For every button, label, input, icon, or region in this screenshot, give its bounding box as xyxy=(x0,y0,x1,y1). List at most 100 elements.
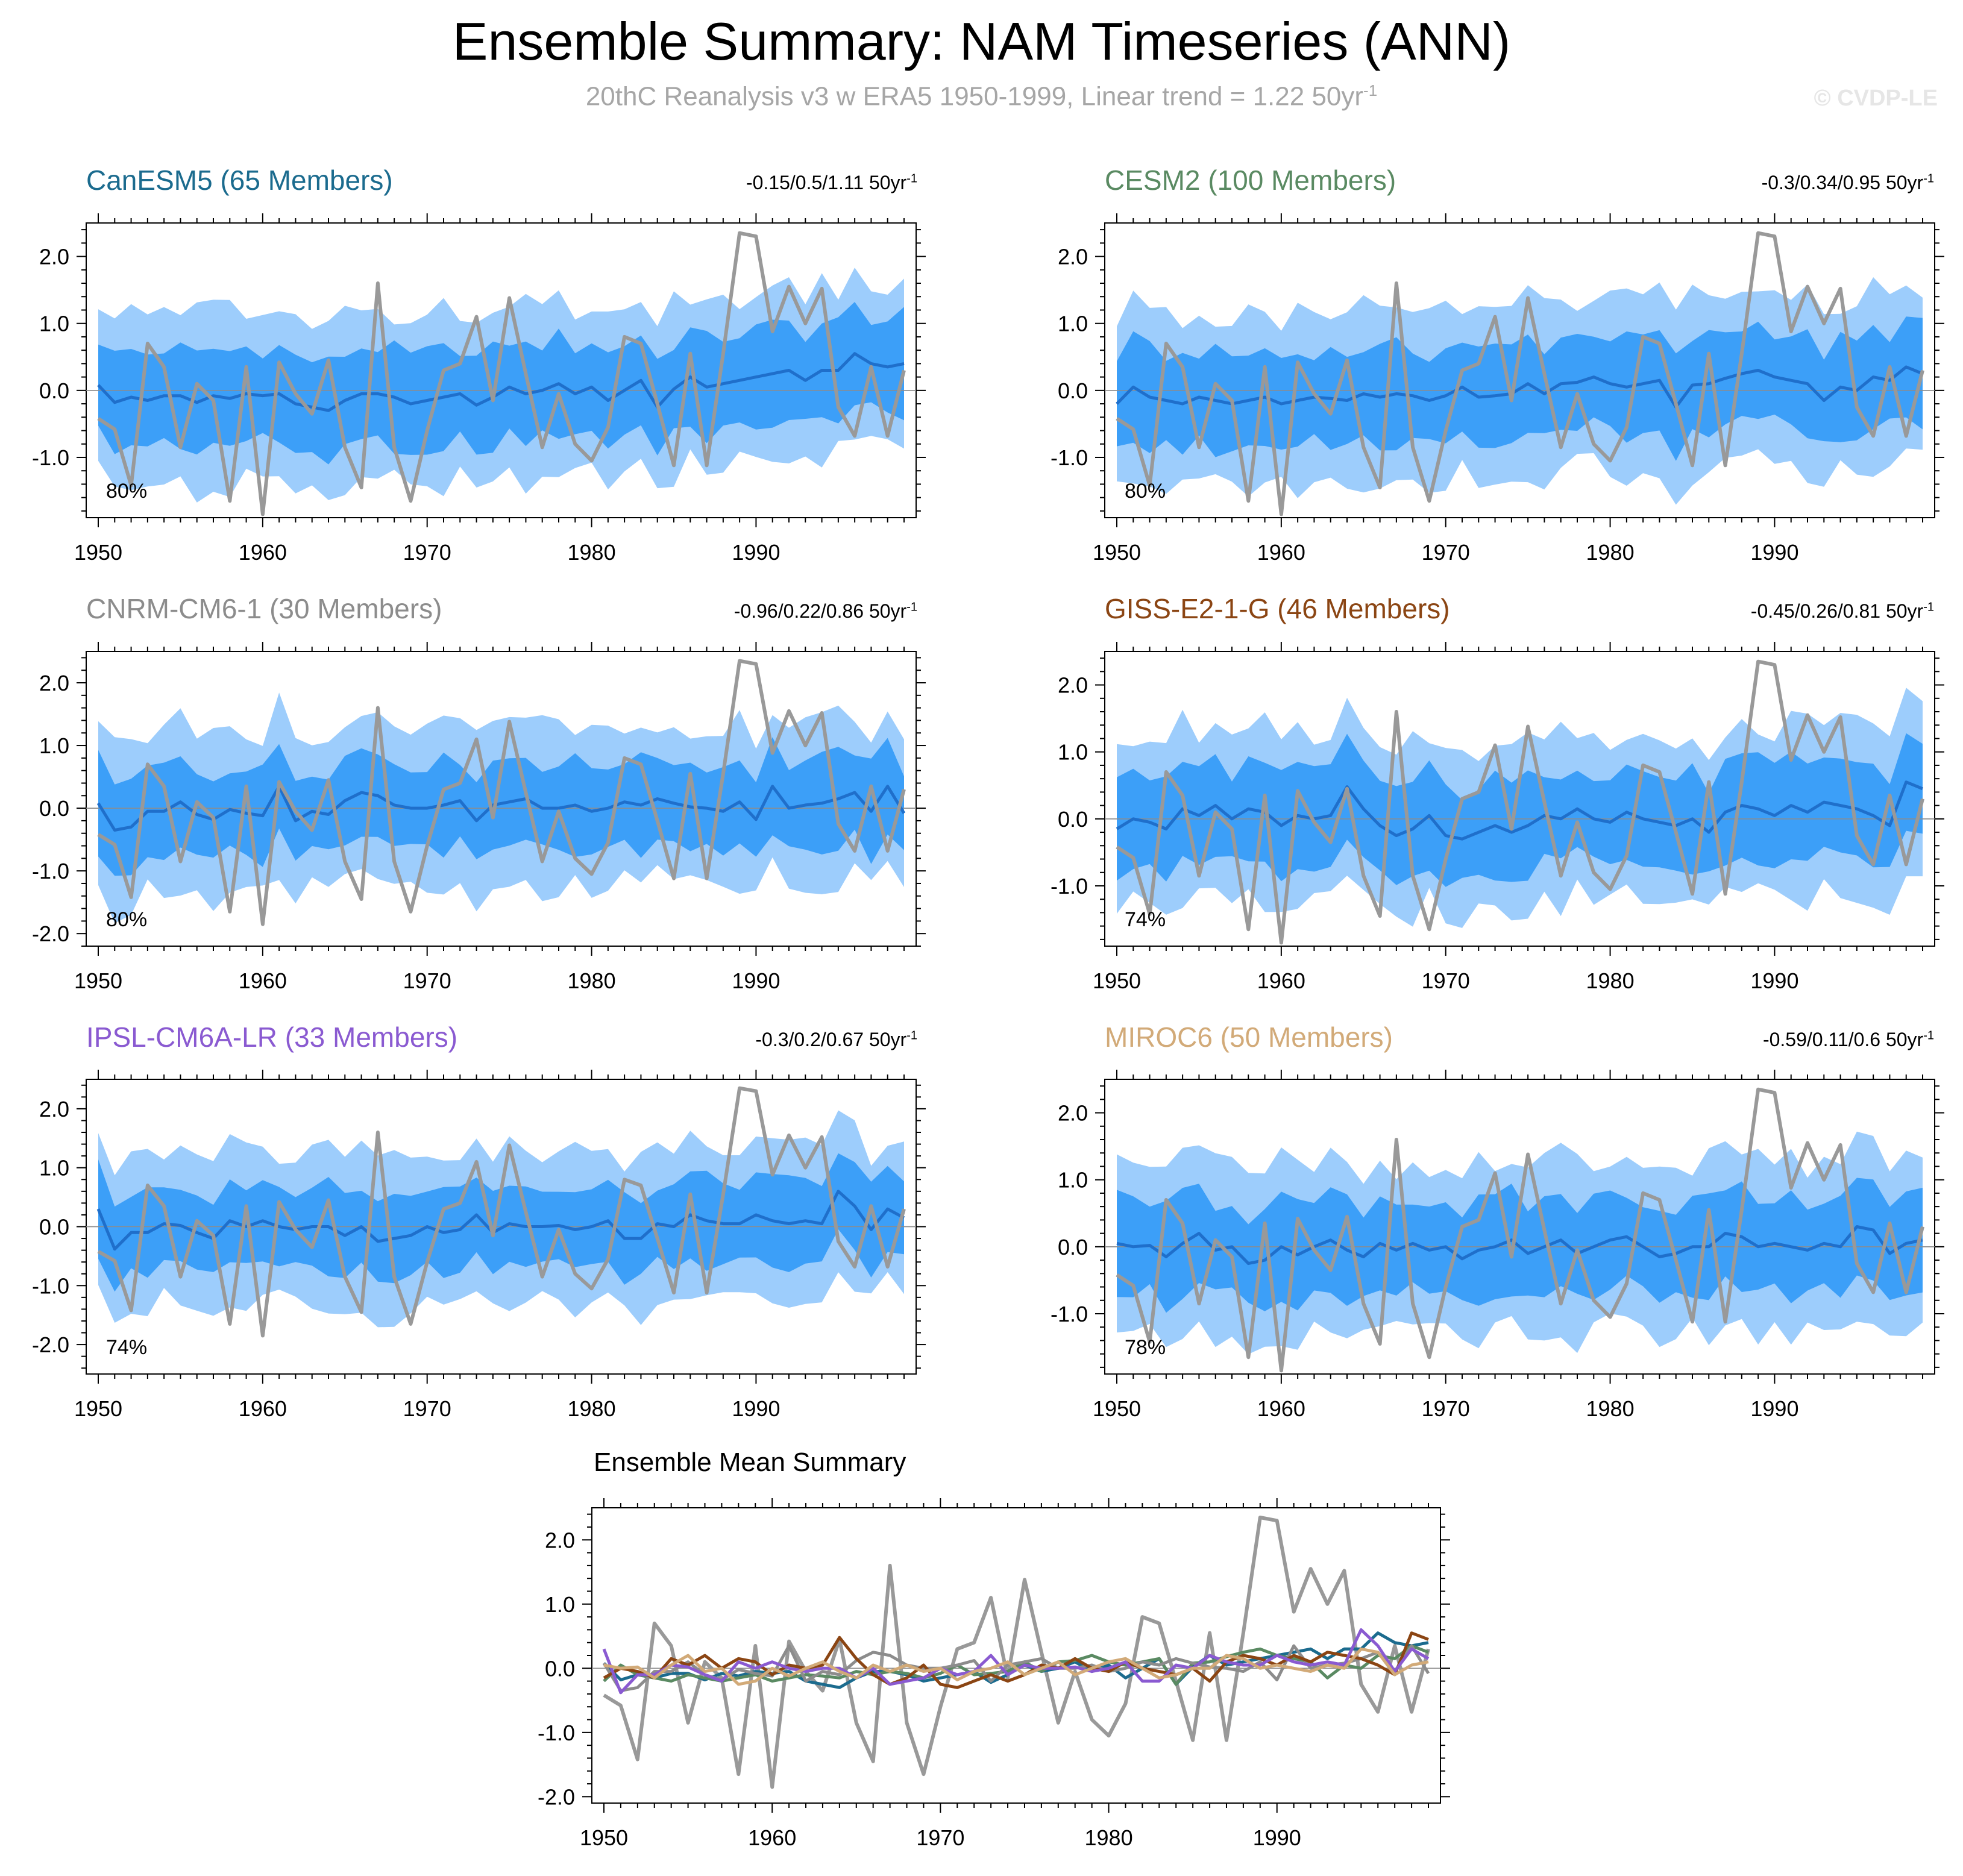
stats-exponent: -1 xyxy=(906,172,917,186)
percent-label: 78% xyxy=(1125,1336,1166,1359)
y-tick-label: -1.0 xyxy=(538,1721,575,1745)
watermark: © CVDP-LE xyxy=(1814,86,1938,111)
panel-stats-ipsl: -0.3/0.2/0.67 50yr-1 xyxy=(755,1029,917,1051)
panel-0: 1950 1960 1970 1980 1990 -1.0 0.0 1.0 2.0 80% xyxy=(32,213,926,565)
stats-exponent: -1 xyxy=(1923,1029,1934,1043)
panel-title-cesm2: CESM2 (100 Members) xyxy=(1105,165,1396,196)
stats-exponent: -1 xyxy=(1923,172,1934,186)
y-tick-label: 1.0 xyxy=(39,312,69,336)
y-tick-label: 2.0 xyxy=(1058,673,1088,698)
y-tick-label: 0.0 xyxy=(1058,1235,1088,1260)
x-tick-label: 1950 xyxy=(1093,968,1141,993)
y-tick-label: 2.0 xyxy=(545,1528,575,1552)
x-tick-label: 1990 xyxy=(732,968,780,993)
x-tick-label: 1990 xyxy=(1750,968,1798,993)
x-tick-label: 1970 xyxy=(1422,968,1470,993)
y-tick-label: -1.0 xyxy=(1051,445,1088,470)
stats-exponent: -1 xyxy=(906,600,917,614)
y-tick-label: 2.0 xyxy=(1058,1101,1088,1126)
x-tick-label: 1970 xyxy=(403,968,451,993)
summary-mean-line-5 xyxy=(603,1647,1429,1686)
stats-text: -0.15/0.5/1.11 50yr xyxy=(746,172,907,193)
inner-spread-band xyxy=(98,302,904,465)
y-tick-label: 1.0 xyxy=(39,1156,69,1181)
page-subtitle: 20thC Reanalysis v3 w ERA5 1950-1999, Li… xyxy=(0,81,1963,112)
y-tick-label: 1.0 xyxy=(1058,1168,1088,1193)
percent-label: 80% xyxy=(106,480,147,503)
x-tick-label: 1970 xyxy=(1422,1396,1470,1421)
y-tick-label: 2.0 xyxy=(1058,245,1088,269)
subtitle-text: 20thC Reanalysis v3 w ERA5 1950-1999, Li… xyxy=(585,81,1364,111)
panel-title-miroc6: MIROC6 (50 Members) xyxy=(1105,1021,1393,1053)
x-tick-label: 1990 xyxy=(732,1396,780,1421)
ensemble-mean-line xyxy=(96,1190,905,1251)
panel-title-ipsl: IPSL-CM6A-LR (33 Members) xyxy=(86,1021,458,1053)
panel-title-giss: GISS-E2-1-G (46 Members) xyxy=(1105,593,1450,624)
stats-text: -0.3/0.34/0.95 50yr xyxy=(1761,172,1924,193)
observed-line xyxy=(1116,1087,1924,1373)
stats-text: -0.59/0.11/0.6 50yr xyxy=(1762,1029,1924,1050)
y-tick-label: 1.0 xyxy=(1058,312,1088,336)
x-tick-label: 1980 xyxy=(1586,540,1635,565)
x-tick-label: 1990 xyxy=(732,540,780,565)
panel-stats-cnrm: -0.96/0.22/0.86 50yr-1 xyxy=(734,600,917,623)
subtitle-exponent: -1 xyxy=(1363,81,1378,99)
y-tick-label: 2.0 xyxy=(39,245,69,269)
observed-line xyxy=(97,231,906,516)
x-tick-label: 1950 xyxy=(1093,1396,1141,1421)
percent-label: 74% xyxy=(1125,908,1166,931)
x-tick-label: 1950 xyxy=(74,540,122,565)
y-tick-label: 0.0 xyxy=(39,1215,69,1240)
observed-line xyxy=(97,1086,906,1338)
ensemble-mean-line xyxy=(96,785,906,832)
percent-label: 74% xyxy=(106,1336,147,1359)
y-tick-label: 0.0 xyxy=(39,378,69,403)
x-tick-label: 1970 xyxy=(1422,540,1470,565)
y-tick-label: 0.0 xyxy=(1058,378,1088,403)
x-tick-label: 1980 xyxy=(1085,1825,1133,1850)
x-tick-label: 1960 xyxy=(748,1825,796,1850)
x-tick-label: 1950 xyxy=(580,1825,628,1850)
page-title: Ensemble Summary: NAM Timeseries (ANN) xyxy=(452,11,1511,71)
observed-line xyxy=(97,659,906,926)
panel-2: 1950 1960 1970 1980 1990 -2.0 -1.0 0.0 1.0 2.0 80% xyxy=(32,642,926,993)
y-tick-label: 1.0 xyxy=(545,1592,575,1617)
x-tick-label: 1950 xyxy=(74,968,122,993)
x-tick-label: 1960 xyxy=(1257,1396,1305,1421)
x-tick-label: 1970 xyxy=(403,540,451,565)
x-tick-label: 1970 xyxy=(916,1825,964,1850)
x-tick-label: 1980 xyxy=(568,968,616,993)
y-tick-label: 0.0 xyxy=(1058,807,1088,832)
plot-frame xyxy=(86,222,917,518)
y-tick-label: 2.0 xyxy=(39,1097,69,1122)
panel-5: 1950 1960 1970 1980 1990 -1.0 0.0 1.0 2.0 78% xyxy=(1051,1070,1944,1421)
summary-panel: 1950 1960 1970 1980 1990 -2.0 -1.0 0.0 1.0 2.0 xyxy=(538,1498,1450,1850)
panel-3: 1950 1960 1970 1980 1990 -1.0 0.0 1.0 2.0 74% xyxy=(1051,642,1944,993)
plot-frame xyxy=(1104,222,1935,518)
summary-title: Ensemble Mean Summary xyxy=(594,1448,906,1477)
x-tick-label: 1960 xyxy=(239,968,287,993)
y-tick-label: -1.0 xyxy=(1051,1302,1088,1326)
plot-frame xyxy=(591,1507,1441,1804)
summary-mean-line-2 xyxy=(602,1644,1430,1693)
x-tick-label: 1980 xyxy=(568,540,616,565)
panel-title-cnrm: CNRM-CM6-1 (30 Members) xyxy=(86,593,442,624)
x-tick-label: 1980 xyxy=(1586,1396,1635,1421)
x-tick-label: 1970 xyxy=(403,1396,451,1421)
panel-4: 1950 1960 1970 1980 1990 -2.0 -1.0 0.0 1.0 2.0 74% xyxy=(32,1070,926,1421)
plot-frame xyxy=(1104,651,1935,947)
x-tick-label: 1960 xyxy=(239,1396,287,1421)
y-tick-label: 0.0 xyxy=(39,796,69,821)
ensemble-mean-line xyxy=(1116,780,1923,841)
panel-stats-miroc6: -0.59/0.11/0.6 50yr-1 xyxy=(1763,1029,1934,1051)
x-tick-label: 1960 xyxy=(239,540,287,565)
panel-stats-cesm2: -0.3/0.34/0.95 50yr-1 xyxy=(1762,172,1934,194)
stats-text: -0.45/0.26/0.81 50yr xyxy=(1750,600,1924,622)
panel-stats-giss: -0.45/0.26/0.81 50yr-1 xyxy=(1751,600,1934,623)
y-tick-label: -2.0 xyxy=(32,1332,69,1357)
y-tick-label: -2.0 xyxy=(32,921,69,946)
y-tick-label: 1.0 xyxy=(1058,740,1088,765)
x-tick-label: 1960 xyxy=(1257,968,1305,993)
x-tick-label: 1950 xyxy=(74,1396,122,1421)
